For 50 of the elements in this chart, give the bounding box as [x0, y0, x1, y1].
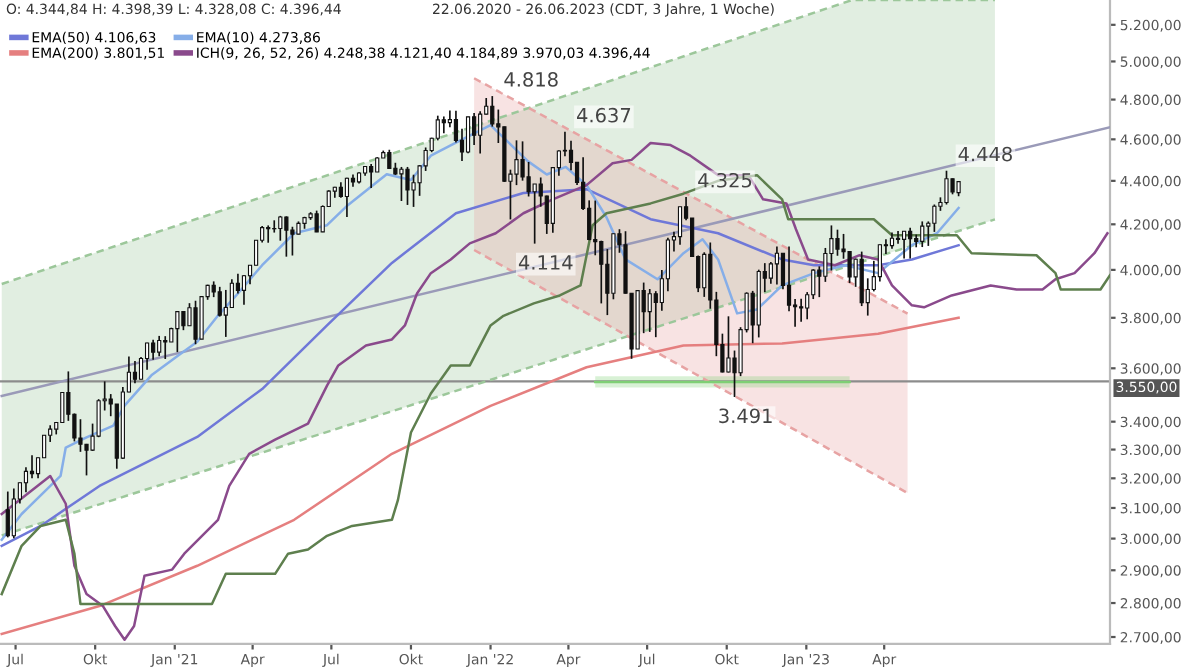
candlestick [799, 297, 804, 323]
annotation: 4.114 [518, 255, 573, 270]
candlestick [901, 230, 907, 260]
candlestick [399, 166, 404, 202]
candlestick [314, 209, 319, 233]
candlestick [369, 163, 374, 189]
candlestick [895, 230, 901, 245]
candlestick [132, 360, 138, 385]
candlestick [944, 169, 949, 206]
candlestick [702, 251, 707, 298]
annotation: 4.637 [577, 107, 631, 123]
candlestick [181, 310, 186, 331]
candlestick [266, 224, 271, 244]
candlestick [11, 487, 16, 540]
candlestick [163, 335, 168, 360]
candlestick [151, 338, 156, 361]
candlestick [647, 288, 652, 333]
candlestick [157, 335, 162, 358]
candlestick [29, 454, 35, 480]
candlestick [60, 391, 65, 424]
candlestick [471, 112, 477, 146]
candlestick [532, 183, 537, 245]
candlestick [344, 176, 350, 218]
candlestick [465, 115, 471, 155]
line-series [0, 316, 960, 636]
candlestick [78, 418, 83, 453]
candlestick [272, 219, 277, 234]
candlestick [877, 243, 882, 283]
annotation: 3.491 [719, 408, 772, 424]
candlestick [411, 173, 416, 208]
candlestick [593, 199, 598, 257]
candlestick [441, 115, 446, 135]
candlestick [284, 215, 289, 258]
candlestick [920, 220, 925, 248]
annotation: 4.818 [504, 72, 558, 87]
candlestick [835, 228, 840, 257]
candlestick [726, 315, 731, 374]
candlestick [175, 310, 180, 353]
candlestick [677, 205, 683, 246]
candlestick [774, 245, 780, 286]
candlestick [908, 227, 913, 260]
candlestick [5, 490, 10, 539]
candlestick [387, 148, 392, 170]
annotation: 4.325 [698, 172, 752, 188]
candlestick [405, 166, 410, 206]
candlestick [193, 299, 198, 346]
candlestick [478, 110, 483, 155]
annotation: 4.448 [958, 146, 1012, 162]
candlestick [223, 289, 228, 338]
candlestick [278, 215, 283, 242]
